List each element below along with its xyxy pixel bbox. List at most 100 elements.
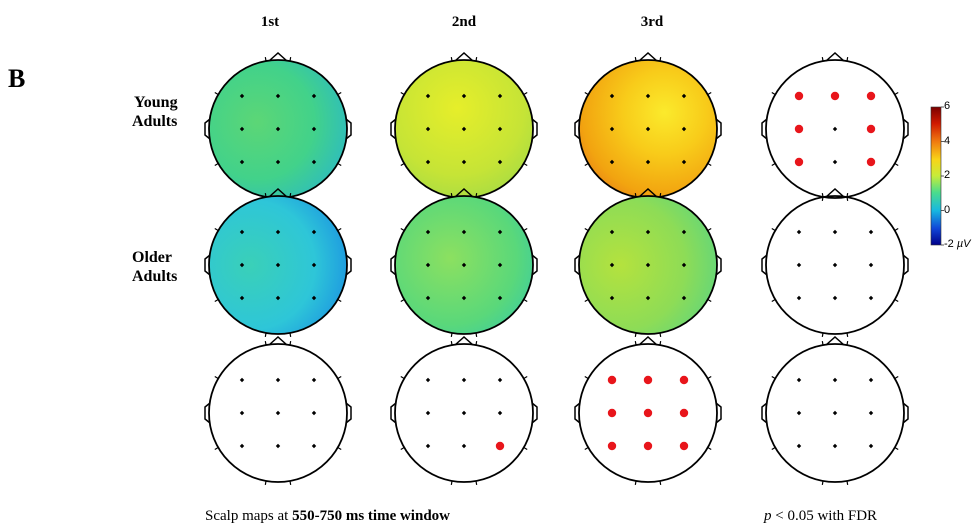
column-header-2: 2nd — [451, 14, 477, 30]
electrode — [832, 159, 838, 165]
electrode-significant — [830, 91, 840, 101]
electrode-significant — [866, 91, 876, 101]
colorbar-tick-2: 2 — [944, 169, 951, 181]
row-label-older-line2: Adults — [132, 268, 178, 285]
head-outline — [578, 195, 718, 335]
electrode — [497, 93, 503, 99]
nose-mark — [454, 335, 474, 346]
electrode — [497, 377, 503, 383]
scalp-map-r1c1 — [204, 51, 352, 201]
colorbar-tick-6: 6 — [944, 100, 951, 112]
caption-left: Scalp maps at 550-750 ms time window — [205, 508, 450, 525]
head-outline — [208, 195, 348, 335]
ear-right-mark — [531, 402, 538, 424]
scalp-map-r3c3 — [574, 335, 722, 485]
electrode — [497, 126, 503, 132]
electrode — [311, 229, 317, 235]
electrode — [461, 443, 467, 449]
electrode — [609, 126, 615, 132]
electrode — [239, 443, 245, 449]
electrode — [275, 126, 281, 132]
scalp-map-r2c1 — [204, 187, 352, 337]
ear-left-mark — [574, 402, 581, 424]
electrode — [425, 93, 431, 99]
electrode — [868, 295, 874, 301]
nose-mark — [454, 51, 474, 62]
electrode — [868, 377, 874, 383]
electrode — [497, 410, 503, 416]
caption-left-bold: 550-750 ms time window — [292, 508, 450, 524]
electrode — [832, 229, 838, 235]
ear-right-mark — [531, 254, 538, 276]
electrode — [275, 443, 281, 449]
electrode — [239, 93, 245, 99]
colorbar-tick-0: 0 — [944, 204, 951, 216]
electrode — [645, 93, 651, 99]
electrode — [425, 262, 431, 268]
electrode — [645, 295, 651, 301]
electrode — [311, 443, 317, 449]
head-outline — [394, 343, 534, 483]
electrode — [425, 159, 431, 165]
colorbar-tick-neg2-value: -2 — [944, 238, 954, 250]
electrode — [425, 126, 431, 132]
electrode — [461, 377, 467, 383]
electrode — [497, 262, 503, 268]
electrode — [275, 93, 281, 99]
ear-right-mark — [715, 118, 722, 140]
electrode — [609, 93, 615, 99]
electrode-significant — [607, 375, 617, 385]
electrode — [681, 93, 687, 99]
electrode — [609, 229, 615, 235]
electrode — [461, 295, 467, 301]
electrode — [681, 229, 687, 235]
electrode — [796, 229, 802, 235]
electrode — [425, 229, 431, 235]
electrode — [609, 159, 615, 165]
ear-right-mark — [902, 254, 909, 276]
electrode-significant — [679, 408, 689, 418]
caption-right-p: p — [764, 508, 772, 524]
electrode-significant — [643, 375, 653, 385]
electrode — [311, 159, 317, 165]
scalp-map-r1c2 — [390, 51, 538, 201]
electrode-significant — [643, 408, 653, 418]
electrode-significant — [607, 408, 617, 418]
electrode-significant — [794, 124, 804, 134]
nose-mark — [454, 187, 474, 198]
ear-left-mark — [390, 118, 397, 140]
ear-right-mark — [345, 402, 352, 424]
ear-right-mark — [345, 118, 352, 140]
electrode — [275, 229, 281, 235]
nose-mark — [638, 51, 658, 62]
row-label-young-line2: Adults — [132, 113, 178, 130]
colorbar-tick-neg2: -2 µV — [944, 238, 971, 250]
electrode-significant — [607, 441, 617, 451]
electrode — [239, 229, 245, 235]
electrode — [796, 295, 802, 301]
electrode — [796, 262, 802, 268]
electrode — [461, 410, 467, 416]
electrode — [239, 126, 245, 132]
electrode — [681, 159, 687, 165]
head-outline — [765, 343, 905, 483]
ear-right-mark — [531, 118, 538, 140]
electrode — [239, 262, 245, 268]
scalp-map-r1c4 — [761, 51, 909, 201]
scalp-map-r2c2 — [390, 187, 538, 337]
electrode-significant — [866, 124, 876, 134]
electrode — [239, 377, 245, 383]
ear-right-mark — [715, 254, 722, 276]
row-label-older-line1: Older — [132, 249, 172, 266]
electrode — [497, 159, 503, 165]
head-outline — [765, 59, 905, 199]
electrode — [868, 229, 874, 235]
scalp-map-r1c3 — [574, 51, 722, 201]
row-label-older: Older Adults — [132, 248, 177, 286]
nose-mark — [268, 187, 288, 198]
ear-left-mark — [574, 118, 581, 140]
electrode — [275, 295, 281, 301]
electrode — [461, 126, 467, 132]
ear-left-mark — [204, 402, 211, 424]
